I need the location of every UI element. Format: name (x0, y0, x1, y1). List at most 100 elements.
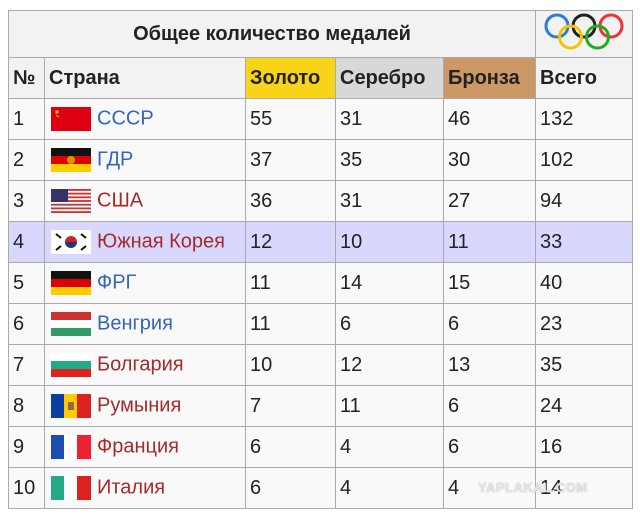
flag (51, 271, 91, 295)
column-header: Всего (535, 57, 634, 99)
country-link: Франция (97, 435, 179, 458)
column-header: Серебро (335, 57, 444, 99)
table-cell: 12 (335, 344, 444, 386)
table-cell: 10 (8, 467, 45, 509)
table-cell: 6 (245, 426, 336, 468)
table-cell: 31 (335, 98, 444, 140)
country-cell: СССР (44, 98, 246, 140)
flag (51, 148, 91, 172)
header-row: № Страна Золото Серебро Бронза Всего (8, 57, 634, 99)
table-cell: 33 (535, 221, 634, 263)
table-cell: 16 (535, 426, 634, 468)
table-cell: 36 (245, 180, 336, 222)
country-cell: Южная Корея (44, 221, 246, 263)
table-cell: 37 (245, 139, 336, 181)
table-cell: 102 (535, 139, 634, 181)
table-row: 2 ГДР 37 35 30 102 (8, 139, 634, 181)
table-cell: 4 (442, 467, 537, 509)
table-cell: 11 (245, 262, 336, 304)
column-header: Бронза (442, 57, 537, 99)
olympic-rings (535, 10, 634, 58)
column-header: № (8, 57, 45, 99)
table-row: 4 Южная Корея 12 10 11 33 (8, 221, 634, 263)
table-cell: 4 (335, 426, 444, 468)
table-row: 3 США 36 31 27 94 (8, 180, 634, 222)
table-row: 8 Румыния 7 11 6 24 (8, 385, 634, 427)
table-cell: 1 (8, 98, 45, 140)
flag (51, 394, 91, 418)
table-cell: 55 (245, 98, 336, 140)
table-cell: 2 (8, 139, 45, 181)
table-cell: 14 (335, 262, 444, 304)
flag (51, 353, 91, 377)
flag (51, 312, 91, 336)
flag (51, 435, 91, 459)
table-cell: 6 (442, 426, 537, 468)
table-row: 9 Франция 6 4 6 16 (8, 426, 634, 468)
table-cell: 8 (8, 385, 45, 427)
table-cell: 40 (535, 262, 634, 304)
table-cell: 4 (335, 467, 444, 509)
table-cell: 27 (442, 180, 537, 222)
table-cell: 6 (442, 303, 537, 345)
country-cell: ФРГ (44, 262, 246, 304)
table-cell: 6 (335, 303, 444, 345)
flag (51, 230, 91, 254)
country-link: Южная Корея (97, 230, 225, 253)
country-link: США (97, 189, 144, 212)
table-cell: 6 (245, 467, 336, 509)
table-cell: 46 (442, 98, 537, 140)
table-cell: 4 (8, 221, 45, 263)
table-cell: 24 (535, 385, 634, 427)
country-link: Румыния (97, 394, 182, 417)
table-cell: 31 (335, 180, 444, 222)
table-cell: 35 (335, 139, 444, 181)
table-cell: 5 (8, 262, 45, 304)
table-cell: 3 (8, 180, 45, 222)
country-cell: Венгрия (44, 303, 246, 345)
country-cell: ГДР (44, 139, 246, 181)
table-cell: 10 (335, 221, 444, 263)
country-cell: Италия (44, 467, 246, 509)
rings-icon (544, 13, 624, 50)
table-cell: 94 (535, 180, 634, 222)
country-cell: США (44, 180, 246, 222)
country-cell: Румыния (44, 385, 246, 427)
table-cell: 11 (245, 303, 336, 345)
table-title: Общее количество медалей (7, 10, 537, 58)
table-row: 7 Болгария 10 12 13 35 (8, 344, 634, 386)
table-cell: 11 (442, 221, 537, 263)
country-link: Италия (97, 476, 166, 499)
flag (51, 107, 91, 131)
table-cell: 30 (442, 139, 537, 181)
flag (51, 189, 91, 213)
table-row: 5 ФРГ 11 14 15 40 (8, 262, 634, 304)
country-link: ГДР (97, 148, 134, 171)
table-cell: 9 (8, 426, 45, 468)
country-link: Венгрия (97, 312, 173, 335)
table-row: 6 Венгрия 11 6 6 23 (8, 303, 634, 345)
table-cell: 6 (442, 385, 537, 427)
column-header: Золото (245, 57, 336, 99)
table-body: 1 СССР 55 31 46 132 2 ГДР 37 35 30 102 3 США 36 31 27 94 4… (8, 98, 634, 509)
table-cell: 7 (245, 385, 336, 427)
watermark: YAPLAKAL.COM (478, 480, 588, 495)
country-link: Болгария (97, 353, 184, 376)
table-row: 10 Италия 6 4 4 14 (8, 467, 634, 509)
column-header: Страна (44, 57, 246, 99)
table-cell: 23 (535, 303, 634, 345)
table-cell: 35 (535, 344, 634, 386)
country-cell: Франция (44, 426, 246, 468)
country-link: ФРГ (97, 271, 137, 294)
country-cell: Болгария (44, 344, 246, 386)
table-cell: 14 (535, 467, 634, 509)
table-cell: 15 (442, 262, 537, 304)
country-link: СССР (97, 107, 154, 130)
table-cell: 13 (442, 344, 537, 386)
table-cell: 132 (535, 98, 634, 140)
table-cell: 10 (245, 344, 336, 386)
table-cell: 11 (335, 385, 444, 427)
medal-table: Общее количество медалей № Страна Золото Се… (7, 10, 634, 509)
flag (51, 476, 91, 500)
